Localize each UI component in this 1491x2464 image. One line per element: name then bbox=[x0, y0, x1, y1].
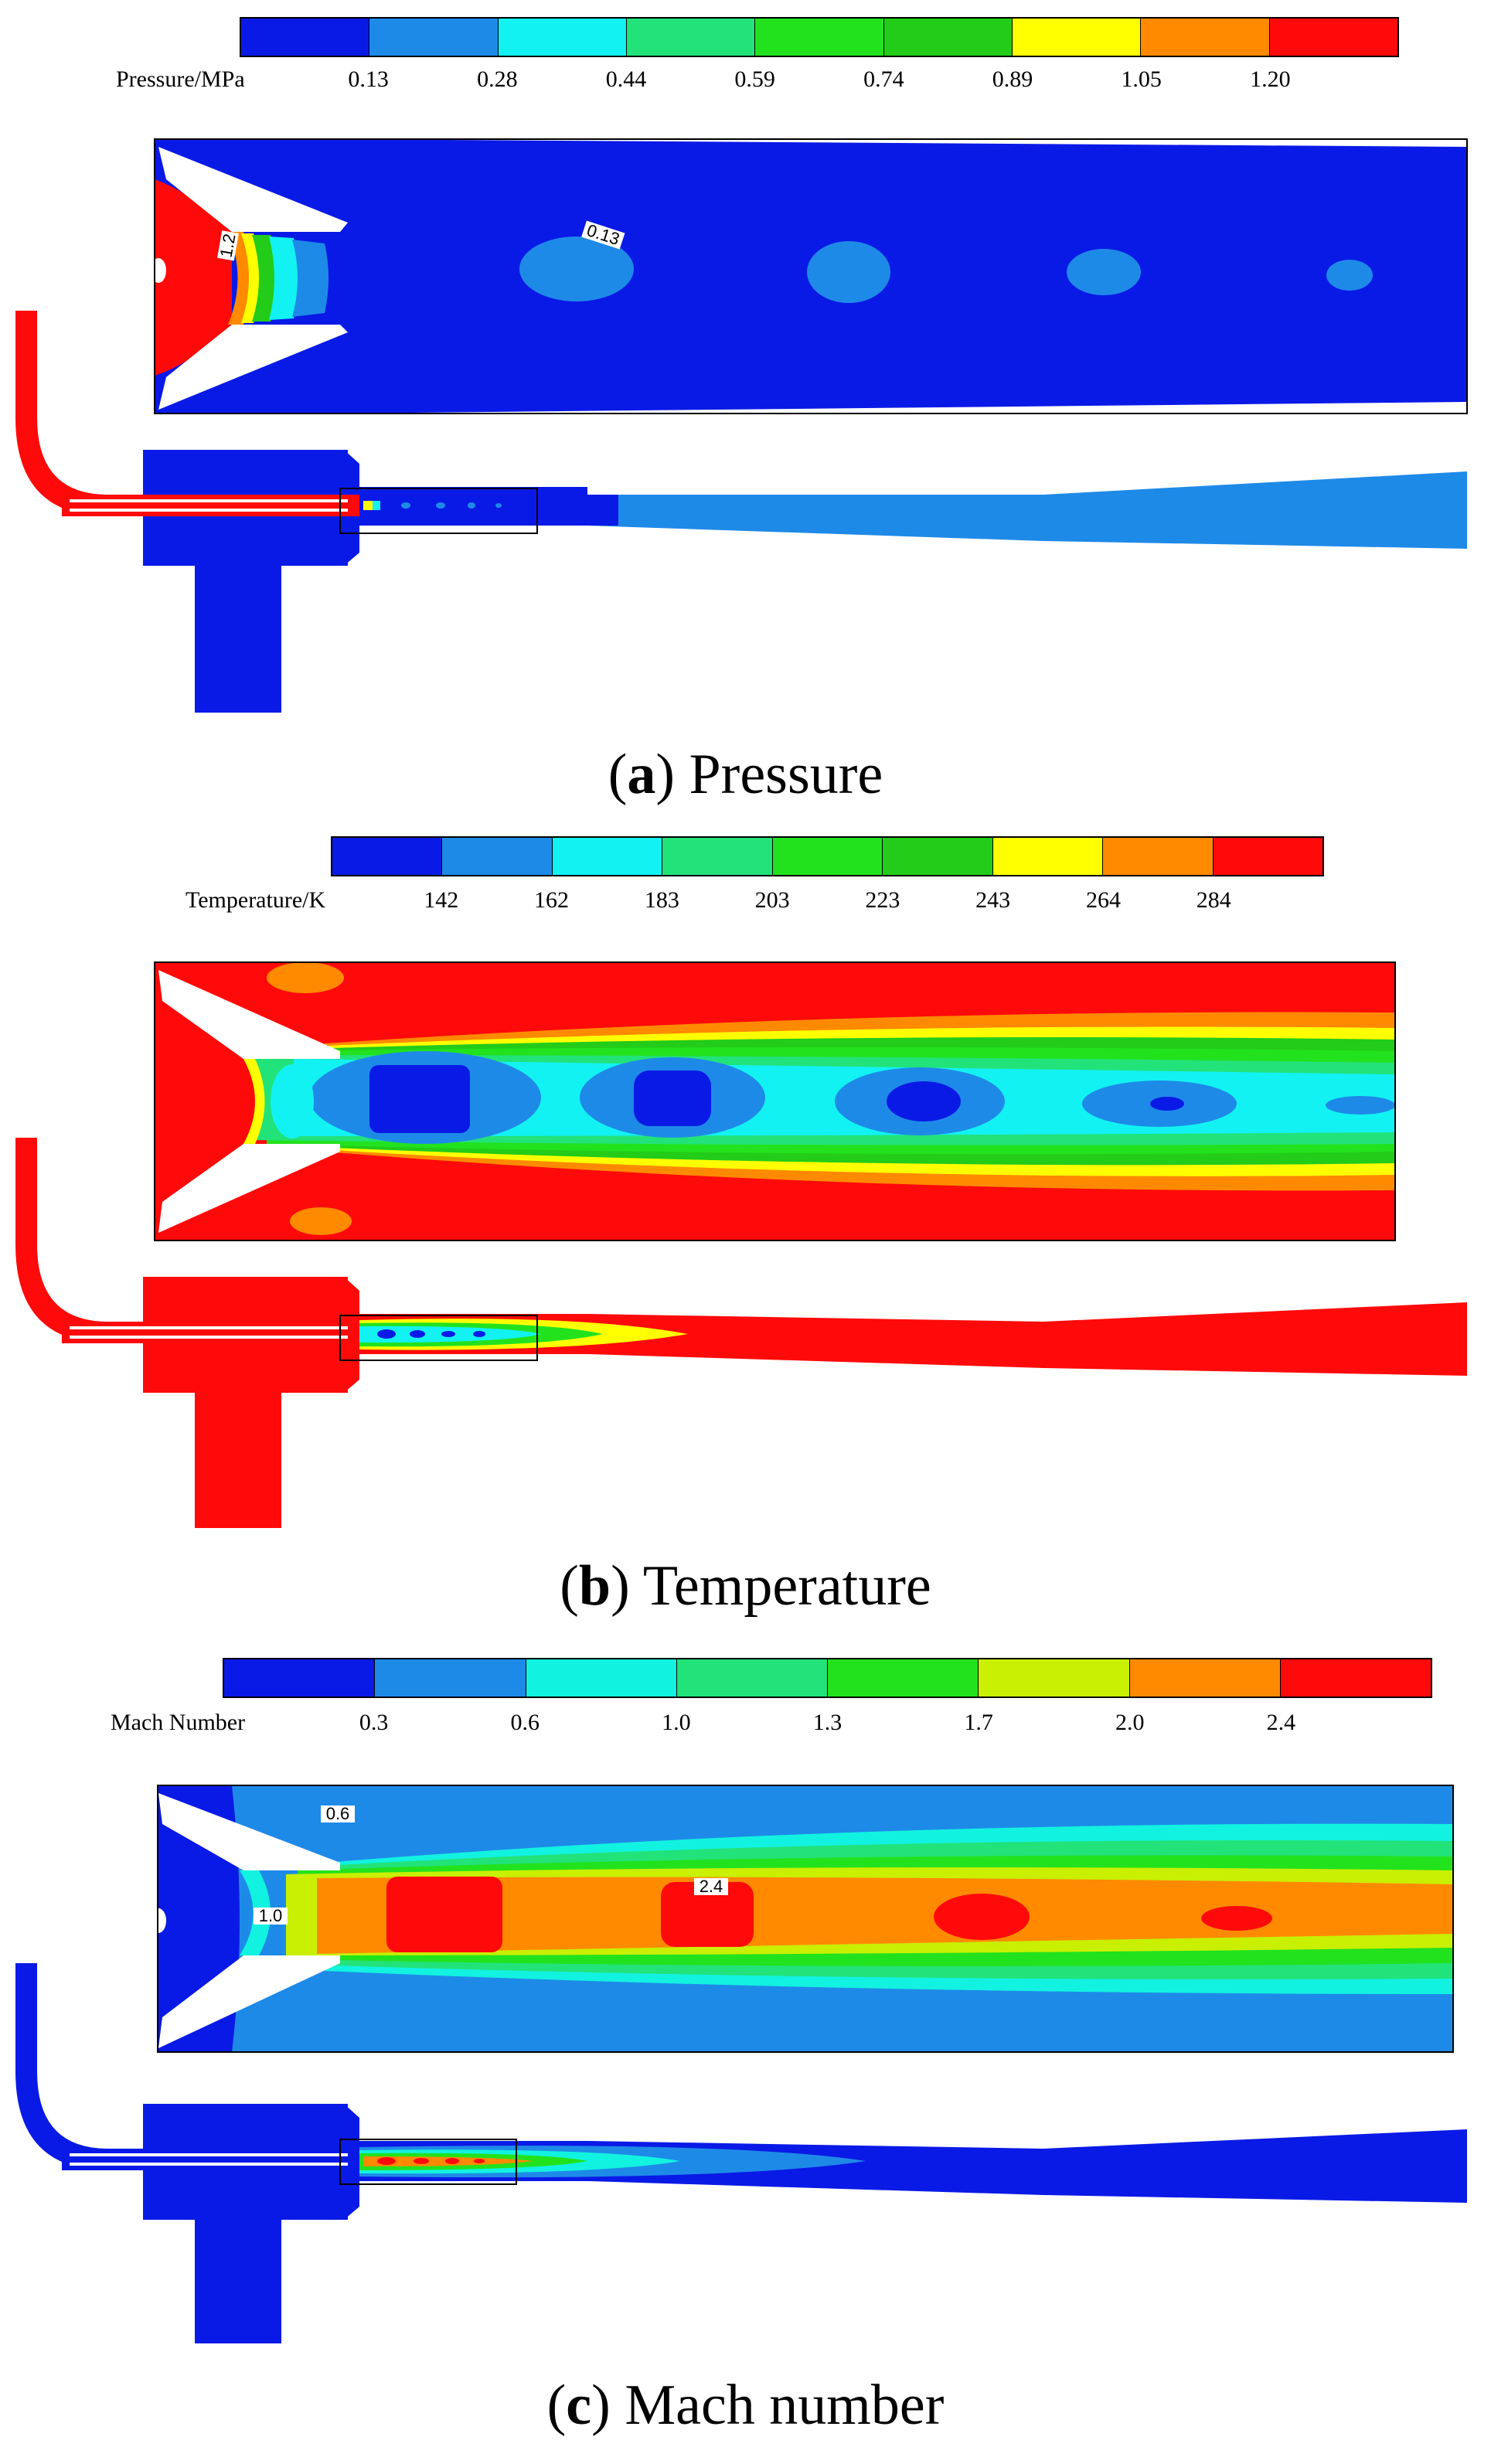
colorbar-swatch bbox=[332, 838, 443, 875]
colorbar-swatch bbox=[375, 1659, 526, 1697]
colorbar-tick-label: 2.0 bbox=[1115, 1710, 1145, 1735]
colorbar-tick-label: 0.3 bbox=[359, 1710, 389, 1735]
colorbar-swatch bbox=[828, 1659, 979, 1697]
colorbar-swatch bbox=[676, 1659, 828, 1697]
pressure-cell bbox=[1067, 249, 1141, 295]
colorbar-tick-label: 243 bbox=[975, 887, 1011, 913]
temperature-zoom-inset bbox=[154, 961, 1396, 1241]
colorbar-swatch bbox=[1141, 19, 1270, 56]
temperature-cell bbox=[369, 1065, 470, 1133]
mach-caption: (c) Mach number bbox=[546, 2374, 945, 2437]
pressure-caption: (a) Pressure bbox=[608, 743, 883, 806]
mach-full-geometry bbox=[15, 1963, 1467, 2343]
pressure-cell bbox=[807, 241, 890, 303]
panel-mach: Mach Number 0.3 0.6 1.0 1.3 1.7 2.0 2.4 0.6 1.… bbox=[0, 1631, 1491, 2464]
temperature-colorbar bbox=[331, 836, 1324, 876]
nozzle-lower-blade bbox=[158, 325, 348, 410]
colorbar-swatch bbox=[552, 838, 663, 875]
panel-temperature: Temperature/K 142 162 183 203 223 243 264 284 bbox=[0, 819, 1491, 1631]
colorbar-tick-label: 183 bbox=[644, 887, 679, 913]
temperature-full-geometry bbox=[15, 1138, 1467, 1528]
colorbar-tick-label: 1.3 bbox=[812, 1710, 843, 1735]
colorbar-swatch bbox=[1269, 19, 1397, 56]
colorbar-swatch bbox=[662, 838, 773, 875]
colorbar-tick-label: 0.74 bbox=[863, 66, 904, 92]
colorbar-tick-label: 142 bbox=[424, 887, 459, 913]
temperature-cell bbox=[1150, 1097, 1184, 1111]
colorbar-tick-label: 1.05 bbox=[1121, 66, 1162, 92]
colorbar-swatch bbox=[992, 838, 1104, 875]
colorbar-tick-label: 0.13 bbox=[348, 66, 389, 92]
colorbar-tick-label: 223 bbox=[865, 887, 900, 913]
colorbar-swatch bbox=[755, 19, 884, 56]
colorbar-swatch bbox=[1103, 838, 1214, 875]
pressure-zoom-inset: 1.2 0.13 bbox=[151, 138, 1468, 414]
mach-cell bbox=[386, 1877, 502, 1952]
colorbar-tick-label: 0.59 bbox=[734, 66, 775, 92]
mach-zoom-inset: 0.6 1.0 2.4 bbox=[151, 1785, 1454, 2053]
colorbar-swatch bbox=[526, 1659, 677, 1697]
colorbar-swatch bbox=[883, 838, 993, 875]
colorbar-tick-label: 284 bbox=[1196, 887, 1231, 913]
temperature-caption: (b) Temperature bbox=[560, 1554, 931, 1618]
svg-text:1.0: 1.0 bbox=[259, 1906, 283, 1925]
temperature-contour-plot bbox=[15, 961, 1467, 1528]
colorbar-tick-label: 0.28 bbox=[477, 66, 518, 92]
pressure-contour-plot: 1.2 0.13 bbox=[15, 138, 1468, 713]
mach-cell bbox=[1201, 1906, 1272, 1931]
colorbar-swatch bbox=[1129, 1659, 1281, 1697]
pressure-full-geometry bbox=[15, 311, 1467, 713]
mach-cell bbox=[934, 1894, 1030, 1940]
pressure-colorbar-title: Pressure/MPa bbox=[116, 66, 245, 92]
temperature-cell bbox=[634, 1070, 711, 1126]
colorbar-swatch bbox=[979, 1659, 1130, 1697]
colorbar-swatch bbox=[626, 19, 756, 56]
mach-colorbar bbox=[223, 1658, 1432, 1698]
colorbar-tick-label: 162 bbox=[534, 887, 570, 913]
svg-text:1.2: 1.2 bbox=[216, 233, 240, 259]
colorbar-tick-label: 203 bbox=[754, 887, 790, 913]
colorbar-tick-label: 1.20 bbox=[1250, 66, 1291, 92]
colorbar-swatch bbox=[1012, 19, 1142, 56]
mach-contour-plot: 0.6 1.0 2.4 bbox=[15, 1785, 1467, 2343]
colorbar-swatch bbox=[1280, 1659, 1431, 1697]
colorbar-swatch bbox=[241, 19, 370, 56]
colorbar-tick-label: 0.44 bbox=[605, 66, 647, 92]
temperature-colorbar-title: Temperature/K bbox=[186, 887, 326, 913]
colorbar-swatch bbox=[442, 838, 553, 875]
temperature-cell bbox=[887, 1081, 961, 1121]
svg-text:0.6: 0.6 bbox=[326, 1804, 350, 1823]
panel-pressure: Pressure/MPa 0.13 0.28 0.44 0.59 0.74 0.89 1.0… bbox=[0, 0, 1491, 819]
mach-cell bbox=[661, 1882, 754, 1947]
nozzle-upper-blade bbox=[158, 147, 348, 232]
svg-text:2.4: 2.4 bbox=[700, 1877, 723, 1896]
colorbar-swatch bbox=[224, 1659, 376, 1697]
colorbar-tick-label: 0.89 bbox=[992, 66, 1033, 92]
colorbar-tick-label: 0.6 bbox=[510, 1710, 540, 1735]
mach-colorbar-title: Mach Number bbox=[111, 1710, 246, 1735]
pressure-cell bbox=[519, 237, 634, 301]
pressure-cell bbox=[1326, 260, 1373, 291]
colorbar-tick-label: 1.0 bbox=[662, 1710, 691, 1735]
pressure-colorbar bbox=[240, 17, 1399, 57]
colorbar-swatch bbox=[883, 19, 1013, 56]
colorbar-swatch bbox=[369, 19, 499, 56]
colorbar-swatch bbox=[1213, 838, 1322, 875]
colorbar-tick-label: 1.7 bbox=[964, 1710, 993, 1735]
colorbar-swatch bbox=[772, 838, 883, 875]
colorbar-swatch bbox=[498, 19, 627, 56]
colorbar-tick-label: 264 bbox=[1085, 887, 1121, 913]
colorbar-tick-label: 2.4 bbox=[1266, 1710, 1296, 1735]
